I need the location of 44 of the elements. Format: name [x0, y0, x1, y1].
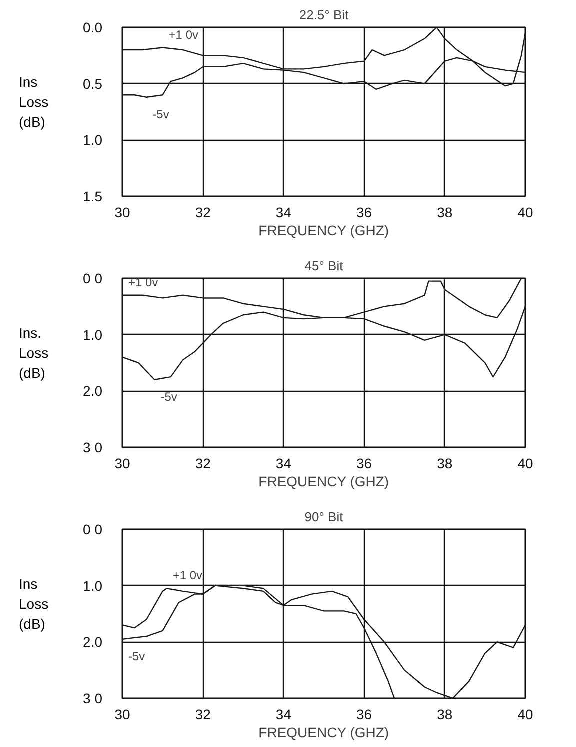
x-tick-label: 34 — [276, 456, 292, 472]
series-label: -5v — [128, 649, 146, 664]
y-tick-label: 0.5 — [83, 76, 103, 92]
y-tick-label: 3 0 — [83, 690, 103, 706]
y-tick-label: 1.5 — [83, 188, 103, 204]
x-tick-label: 30 — [114, 706, 130, 722]
x-tick-label: 38 — [437, 706, 453, 722]
y-tick-label: 0 0 — [83, 522, 103, 538]
x-axis-title: FREQUENCY (GHZ) — [258, 724, 390, 740]
y-tick-label: 1.0 — [83, 578, 103, 594]
x-axis-title: FREQUENCY (GHZ) — [258, 222, 390, 238]
series-label: +1 0v — [168, 28, 199, 42]
chart-title: 22.5° Bit — [299, 8, 350, 22]
x-tick-label: 34 — [276, 204, 292, 220]
x-tick-label: 30 — [114, 456, 130, 472]
x-tick-label: 34 — [276, 706, 292, 722]
y-tick-label: 2.0 — [83, 634, 103, 650]
x-tick-label: 36 — [356, 706, 372, 722]
y-axis-title: Ins Loss (dB) — [19, 73, 49, 132]
chart-title: 45° Bit — [304, 258, 344, 274]
y-tick-label: 2.0 — [83, 383, 103, 400]
x-tick-label: 38 — [437, 456, 453, 472]
x-tick-label: 40 — [518, 706, 534, 722]
x-tick-label: 32 — [195, 204, 212, 220]
x-tick-label: 40 — [518, 456, 534, 472]
series-label: +1 0v — [172, 568, 203, 583]
x-tick-label: 30 — [114, 204, 130, 220]
x-tick-label: 36 — [356, 204, 372, 220]
x-tick-label: 36 — [356, 456, 372, 472]
x-tick-label: 32 — [195, 456, 212, 472]
y-tick-label: 0.0 — [83, 20, 103, 36]
y-axis-title: Ins Loss (dB) — [19, 575, 49, 634]
x-axis-title: FREQUENCY (GHZ) — [258, 474, 390, 490]
x-tick-label: 40 — [518, 204, 534, 220]
chart-title: 90° Bit — [304, 510, 344, 524]
x-tick-label: 32 — [195, 706, 212, 722]
series-label: -5v — [160, 390, 178, 404]
y-tick-label: 0 0 — [83, 270, 103, 286]
y-tick-label: 1.0 — [83, 326, 103, 343]
y-tick-label: 3 0 — [83, 440, 103, 456]
x-tick-label: 38 — [437, 204, 453, 220]
y-tick-label: 1.0 — [83, 132, 103, 148]
series-label: -5v — [152, 107, 170, 122]
y-axis-title: Ins. Loss (dB) — [19, 324, 49, 383]
